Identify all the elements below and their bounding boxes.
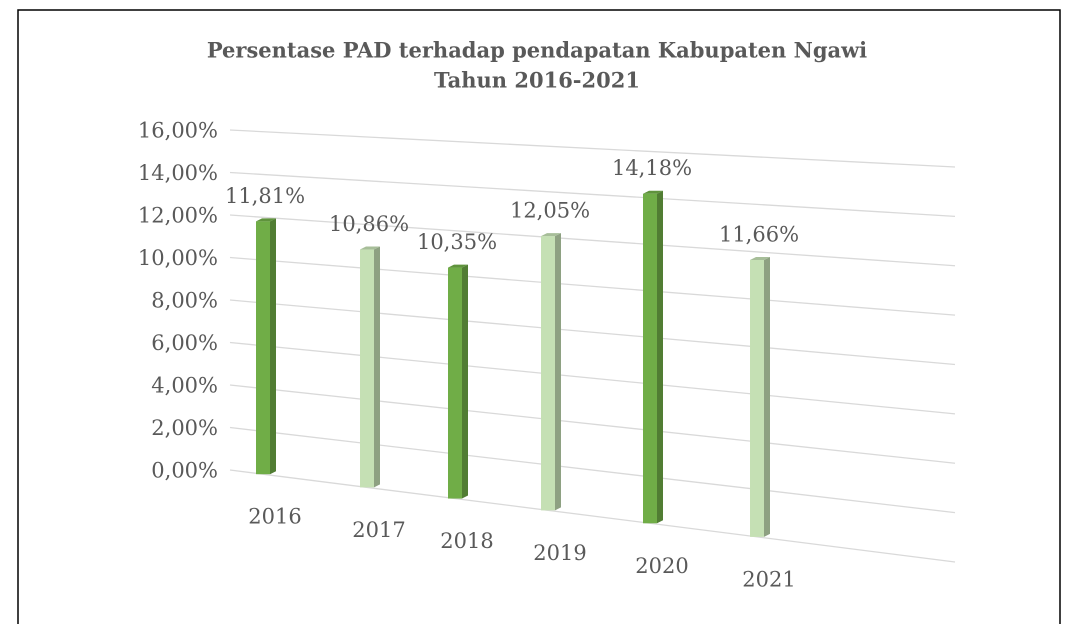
grid-line	[229, 214, 956, 267]
bar	[750, 259, 764, 537]
grid-line	[229, 129, 956, 168]
x-tick-label: 2020	[635, 554, 688, 578]
y-tick-label: 6,00%	[151, 331, 218, 355]
x-tick-label: 2017	[352, 518, 405, 542]
chart-title: Tahun 2016-2021	[434, 68, 640, 93]
y-tick-label: 8,00%	[151, 289, 218, 313]
grid-line	[229, 469, 956, 563]
x-tick-label: 2016	[248, 505, 301, 529]
x-tick-label: 2018	[440, 529, 493, 553]
bar-side	[462, 264, 468, 499]
value-label: 11,81%	[225, 184, 305, 208]
grid-line	[229, 426, 956, 514]
bar-side	[657, 190, 663, 524]
bar-side	[764, 256, 770, 537]
x-tick-label: 2019	[533, 541, 586, 565]
value-label: 14,18%	[612, 156, 692, 180]
y-tick-label: 2,00%	[151, 416, 218, 440]
grid-line	[229, 299, 956, 366]
bar-top	[256, 218, 276, 222]
value-label: 11,66%	[719, 222, 799, 246]
grid-line	[229, 171, 956, 218]
bar-top	[448, 264, 468, 268]
bar-top	[643, 190, 663, 194]
bar-side	[270, 218, 276, 475]
y-tick-label: 0,00%	[151, 459, 218, 483]
y-tick-label: 10,00%	[138, 246, 218, 270]
bar-side	[555, 233, 561, 511]
y-tick-label: 16,00%	[138, 119, 218, 143]
bar-top	[750, 256, 770, 260]
value-label: 10,86%	[329, 212, 409, 236]
grid-line	[229, 384, 956, 464]
chart-title: Persentase PAD terhadap pendapatan Kabup…	[207, 38, 867, 63]
grid-line	[229, 256, 956, 316]
bar-top	[360, 246, 380, 250]
bar-side	[374, 246, 380, 488]
y-tick-label: 14,00%	[138, 161, 218, 185]
frame	[17, 9, 1061, 624]
bar	[643, 193, 657, 524]
y-tick-label: 4,00%	[151, 374, 218, 398]
x-tick-label: 2021	[742, 567, 795, 591]
bar	[541, 236, 555, 511]
value-label: 12,05%	[510, 199, 590, 223]
value-label: 10,35%	[417, 230, 497, 254]
bar-top	[541, 233, 561, 237]
bar	[360, 249, 374, 488]
y-tick-label: 12,00%	[138, 204, 218, 228]
grid-line	[229, 341, 956, 415]
bar	[448, 267, 462, 499]
bar	[256, 221, 270, 475]
